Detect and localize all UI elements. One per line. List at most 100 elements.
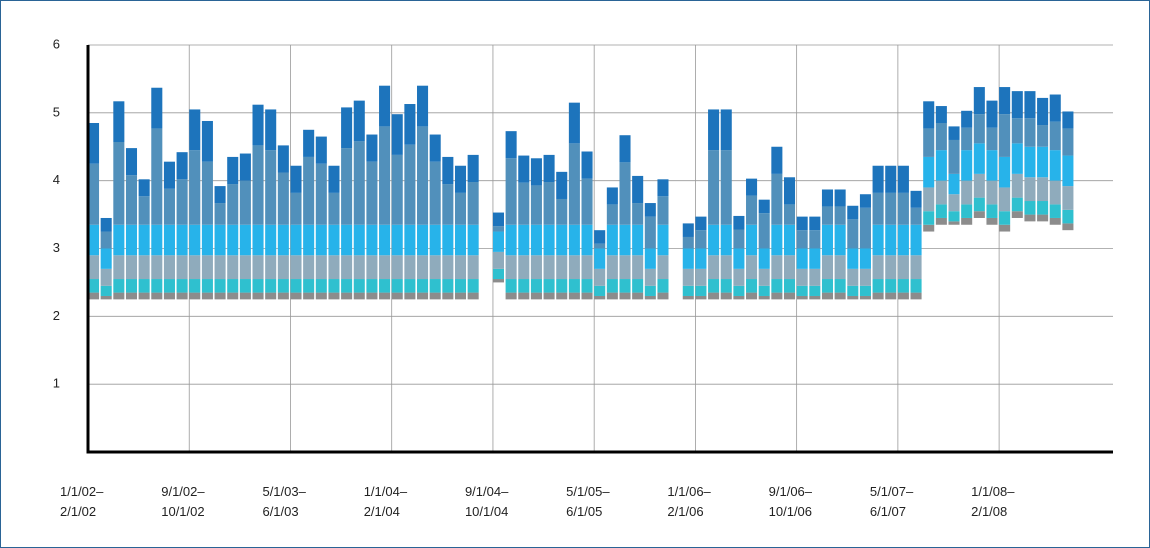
bar-segment bbox=[632, 175, 644, 204]
bar-segment bbox=[568, 102, 580, 144]
bar-segment bbox=[1049, 150, 1061, 181]
bar-segment bbox=[518, 279, 530, 293]
bar-segment bbox=[999, 114, 1011, 157]
bar-segment bbox=[720, 150, 732, 225]
bar-segment bbox=[594, 248, 606, 269]
bar-segment bbox=[88, 279, 100, 293]
bar-offset bbox=[733, 299, 744, 452]
bar-segment bbox=[594, 230, 606, 244]
bar-segment bbox=[556, 171, 568, 199]
bar-segment bbox=[442, 156, 454, 185]
bar-offset bbox=[784, 299, 795, 452]
bar-segment bbox=[758, 199, 770, 214]
bar-segment bbox=[935, 123, 947, 151]
bar-segment bbox=[847, 248, 859, 269]
bar-segment bbox=[252, 279, 264, 293]
bar-segment bbox=[872, 279, 884, 293]
bar-segment bbox=[695, 295, 707, 300]
bar-segment bbox=[872, 255, 884, 280]
bar-segment bbox=[176, 279, 188, 293]
x-tick-label: 1/1/02–2/1/02 bbox=[60, 484, 104, 519]
bar-segment bbox=[796, 295, 808, 300]
bar-segment bbox=[1037, 97, 1049, 126]
bar-segment bbox=[720, 279, 732, 293]
bar-segment bbox=[518, 255, 530, 280]
bar-segment bbox=[176, 179, 188, 225]
bar-segment bbox=[454, 192, 467, 225]
bar-segment bbox=[809, 248, 821, 269]
bar-segment bbox=[1062, 223, 1074, 231]
bar-segment bbox=[733, 248, 745, 269]
bar-segment bbox=[201, 120, 213, 162]
bar-offset bbox=[1050, 225, 1061, 452]
bar-segment bbox=[682, 295, 694, 300]
bar-segment bbox=[556, 255, 568, 280]
bar-segment bbox=[606, 204, 618, 225]
bar-segment bbox=[163, 279, 175, 293]
bar-segment bbox=[606, 292, 618, 300]
bar-segment bbox=[379, 279, 391, 293]
bar-segment bbox=[189, 224, 201, 256]
bar-segment bbox=[632, 203, 644, 225]
bar-segment bbox=[543, 182, 555, 225]
bar-segment bbox=[771, 255, 783, 280]
bar-segment bbox=[897, 292, 909, 300]
bar-segment bbox=[796, 285, 808, 296]
bar-segment bbox=[189, 150, 201, 225]
bar-segment bbox=[366, 255, 378, 280]
bar-offset bbox=[683, 299, 694, 452]
bar-segment bbox=[923, 101, 935, 129]
bar-segment bbox=[733, 229, 745, 249]
y-tick-label: 3 bbox=[53, 240, 60, 255]
bar-segment bbox=[353, 279, 365, 293]
bar-segment bbox=[315, 163, 327, 225]
bar-segment bbox=[556, 292, 568, 300]
bar-segment bbox=[771, 224, 783, 256]
bar-segment bbox=[391, 114, 403, 155]
bar-segment bbox=[1062, 155, 1074, 187]
bar-segment bbox=[682, 236, 694, 249]
bar-segment bbox=[897, 165, 909, 193]
bar-segment bbox=[720, 224, 732, 256]
bar-segment bbox=[783, 177, 796, 205]
bar-offset bbox=[404, 299, 415, 452]
bar-segment bbox=[1011, 197, 1023, 212]
bar-segment bbox=[720, 109, 732, 151]
bar-segment bbox=[505, 224, 517, 256]
bar-segment bbox=[948, 173, 960, 195]
bar-segment bbox=[897, 192, 909, 225]
bar-segment bbox=[391, 255, 403, 280]
bar-segment bbox=[796, 230, 808, 249]
bar-segment bbox=[505, 255, 517, 280]
bar-segment bbox=[708, 150, 720, 225]
bar-segment bbox=[467, 279, 479, 293]
bar-segment bbox=[492, 279, 504, 283]
bar-segment bbox=[821, 206, 834, 225]
bar-segment bbox=[429, 161, 441, 225]
bar-offset bbox=[569, 299, 580, 452]
bar-segment bbox=[176, 152, 188, 180]
bar-offset bbox=[139, 299, 150, 452]
bar-offset bbox=[607, 299, 618, 452]
bar-segment bbox=[872, 224, 884, 256]
bar-segment bbox=[771, 292, 783, 300]
bar-segment bbox=[720, 292, 732, 300]
bar-segment bbox=[859, 295, 871, 300]
bar-segment bbox=[417, 279, 429, 293]
bar-segment bbox=[771, 146, 783, 174]
x-tick-label: 1/1/08–2/1/08 bbox=[971, 484, 1015, 519]
bar-segment bbox=[341, 224, 353, 256]
bar-segment bbox=[758, 285, 770, 296]
bar-segment bbox=[1049, 121, 1061, 151]
bar-segment bbox=[100, 285, 112, 296]
bar-segment bbox=[847, 285, 859, 296]
bar-segment bbox=[454, 292, 467, 300]
bar-offset bbox=[506, 299, 517, 452]
bar-segment bbox=[657, 196, 669, 225]
bar-segment bbox=[530, 292, 542, 300]
bar-segment bbox=[897, 255, 909, 280]
bar-segment bbox=[303, 156, 315, 225]
bar-offset bbox=[328, 299, 339, 452]
bar-segment bbox=[163, 161, 175, 189]
bar-segment bbox=[872, 165, 884, 193]
